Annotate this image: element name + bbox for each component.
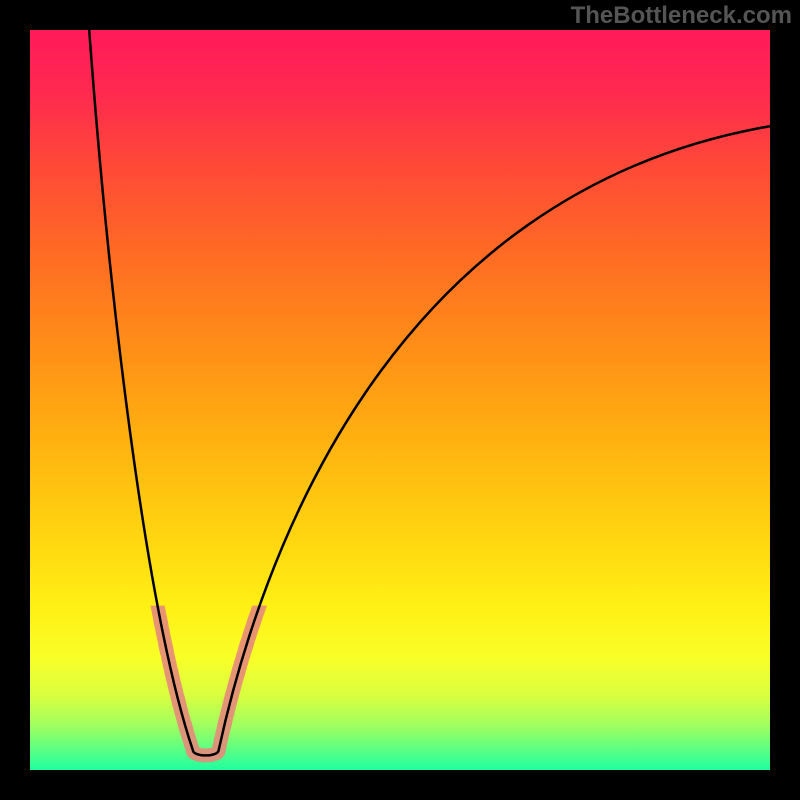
chart-frame: TheBottleneck.com [0,0,800,800]
watermark-text: TheBottleneck.com [571,2,792,30]
chart-svg [0,0,800,800]
plot-background [30,30,770,770]
